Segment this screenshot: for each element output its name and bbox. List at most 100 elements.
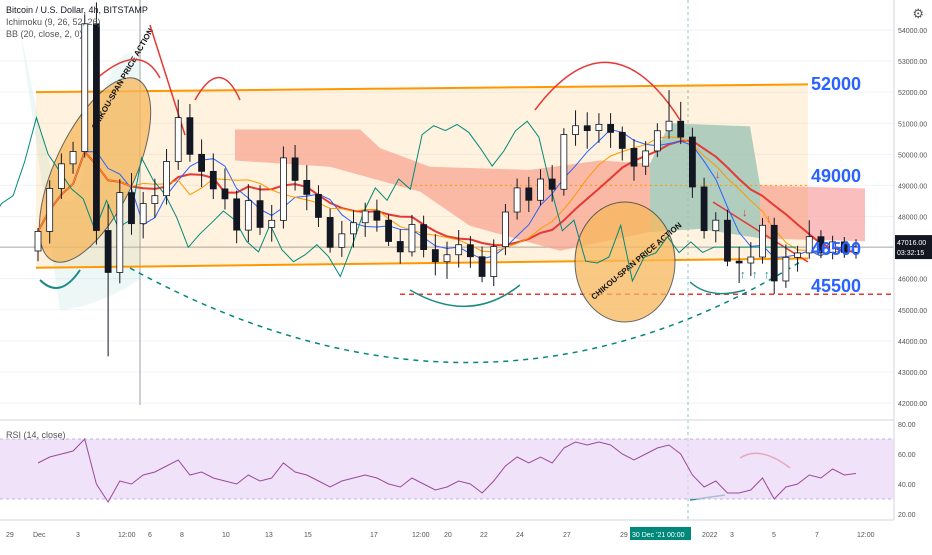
time-tick-label: 6 <box>148 532 152 539</box>
candle-body <box>198 153 206 172</box>
rsi-pane: 80.00 60.00 40.00 20.00 <box>0 419 916 519</box>
candle-body <box>770 224 778 282</box>
level-label: 52000 <box>811 74 861 94</box>
level-labels: 52000 49000 46500 45500 <box>811 74 861 296</box>
candle-body <box>490 246 498 277</box>
price-tick-label: 45000.00 <box>898 308 927 315</box>
level-label: 46500 <box>811 239 861 259</box>
candle-body <box>373 210 381 221</box>
red-trend-1 <box>149 24 186 136</box>
candle-body <box>759 224 766 258</box>
candle-body <box>139 203 147 225</box>
candle-body <box>724 219 731 262</box>
price-tick-label: 44000.00 <box>898 339 927 346</box>
chikou-ellipse-2 <box>574 201 676 323</box>
candle-body <box>443 254 451 263</box>
candle-body <box>46 188 54 232</box>
candle-body <box>303 179 311 195</box>
last-price-time: 03:32:15 <box>897 250 924 257</box>
time-tick-label: 8 <box>180 532 184 539</box>
candle-body <box>221 188 229 200</box>
time-tick-label: 13 <box>265 532 273 539</box>
teal-up-arrow-icon: ↑ <box>764 269 770 281</box>
time-tick-label: 29 <box>6 532 14 539</box>
rsi-line <box>37 438 857 503</box>
chikou-line <box>0 115 796 283</box>
time-tick-label: 5 <box>772 532 776 539</box>
candle-body <box>186 117 194 155</box>
time-tick-label: 20 <box>444 532 452 539</box>
candle-body <box>34 231 42 252</box>
candle-body <box>478 256 486 277</box>
candle-body <box>233 198 241 231</box>
red-arc-3 <box>534 61 681 121</box>
bb-legend[interactable]: BB (20, close, 2, 0) <box>6 29 83 39</box>
candle-body <box>350 222 357 235</box>
candle-body <box>607 123 614 133</box>
ichimoku-legend[interactable]: Ichimoku (9, 26, 52, 26) <box>6 17 101 27</box>
candle-body <box>817 236 825 253</box>
teal-arc-1 <box>39 269 81 289</box>
symbol-title[interactable]: Bitcoin / U.S. Dollar, 4h, BITSTAMP <box>6 5 148 15</box>
settings-gear-icon[interactable]: ⚙ <box>912 6 924 21</box>
candle-body <box>279 157 287 221</box>
candle-body <box>548 178 556 190</box>
price-tick-label: 43000.00 <box>898 370 927 377</box>
teal-up-arrow-icon: ↑ <box>740 269 746 281</box>
candle-body <box>174 117 182 162</box>
candle-body <box>665 120 673 132</box>
candle-body <box>653 130 661 152</box>
candle-body <box>466 244 474 258</box>
candle-body <box>630 148 638 167</box>
candle-body <box>385 219 392 242</box>
time-tick-label: 10 <box>222 532 230 539</box>
candle-body <box>315 193 322 218</box>
time-tick-label: 27 <box>563 532 571 539</box>
dashed-arc <box>129 261 801 364</box>
price-tick-label: 51000.00 <box>898 121 927 128</box>
candle-body <box>420 224 428 250</box>
candle-body <box>642 150 650 167</box>
candle-body <box>81 23 89 152</box>
time-tag-bg <box>665 527 691 540</box>
price-tick-label: 50000.00 <box>898 152 927 159</box>
candle-body <box>712 219 720 232</box>
candle-body <box>455 244 463 256</box>
kumo-red-2 <box>760 185 865 242</box>
candle-body <box>735 260 743 264</box>
time-tick-label: 22 <box>480 532 488 539</box>
candle-body <box>104 230 112 273</box>
candle-body <box>268 219 276 228</box>
candle-body <box>525 187 533 201</box>
candle-body <box>852 246 860 253</box>
price-axis-bg <box>894 0 932 550</box>
candle-body <box>560 134 568 190</box>
rsi-tick-label: 80.00 <box>898 422 916 429</box>
channel-bottom <box>35 257 809 269</box>
candle-body <box>244 200 252 231</box>
candles <box>34 2 860 357</box>
rsi-tick-label: 40.00 <box>898 482 916 489</box>
candle-body <box>93 23 100 231</box>
rsi-legend[interactable]: RSI (14, close) <box>6 430 66 440</box>
candle-body <box>782 256 790 282</box>
candle-body <box>840 241 848 253</box>
time-tick-label: 2022 <box>702 532 718 539</box>
price-tick-label: 48000.00 <box>898 215 927 222</box>
level-label: 49000 <box>811 166 861 186</box>
red-arc-1 <box>94 58 161 81</box>
time-tag-bg <box>630 527 668 540</box>
candle-body <box>829 241 837 253</box>
price-tick-label: 54000.00 <box>898 28 927 35</box>
time-tick-label: 24 <box>516 532 524 539</box>
candle-body <box>700 186 708 232</box>
time-tick-label: 29 <box>620 532 628 539</box>
time-tick-label: 15 <box>304 532 312 539</box>
red-down-arrow-icon: ↓ <box>742 207 748 219</box>
candle-body <box>677 120 685 138</box>
last-price-value: 47016.00 <box>897 240 926 247</box>
time-tick-label: 12:00 <box>412 532 430 539</box>
time-tick-label: 00:00 <box>667 532 685 539</box>
